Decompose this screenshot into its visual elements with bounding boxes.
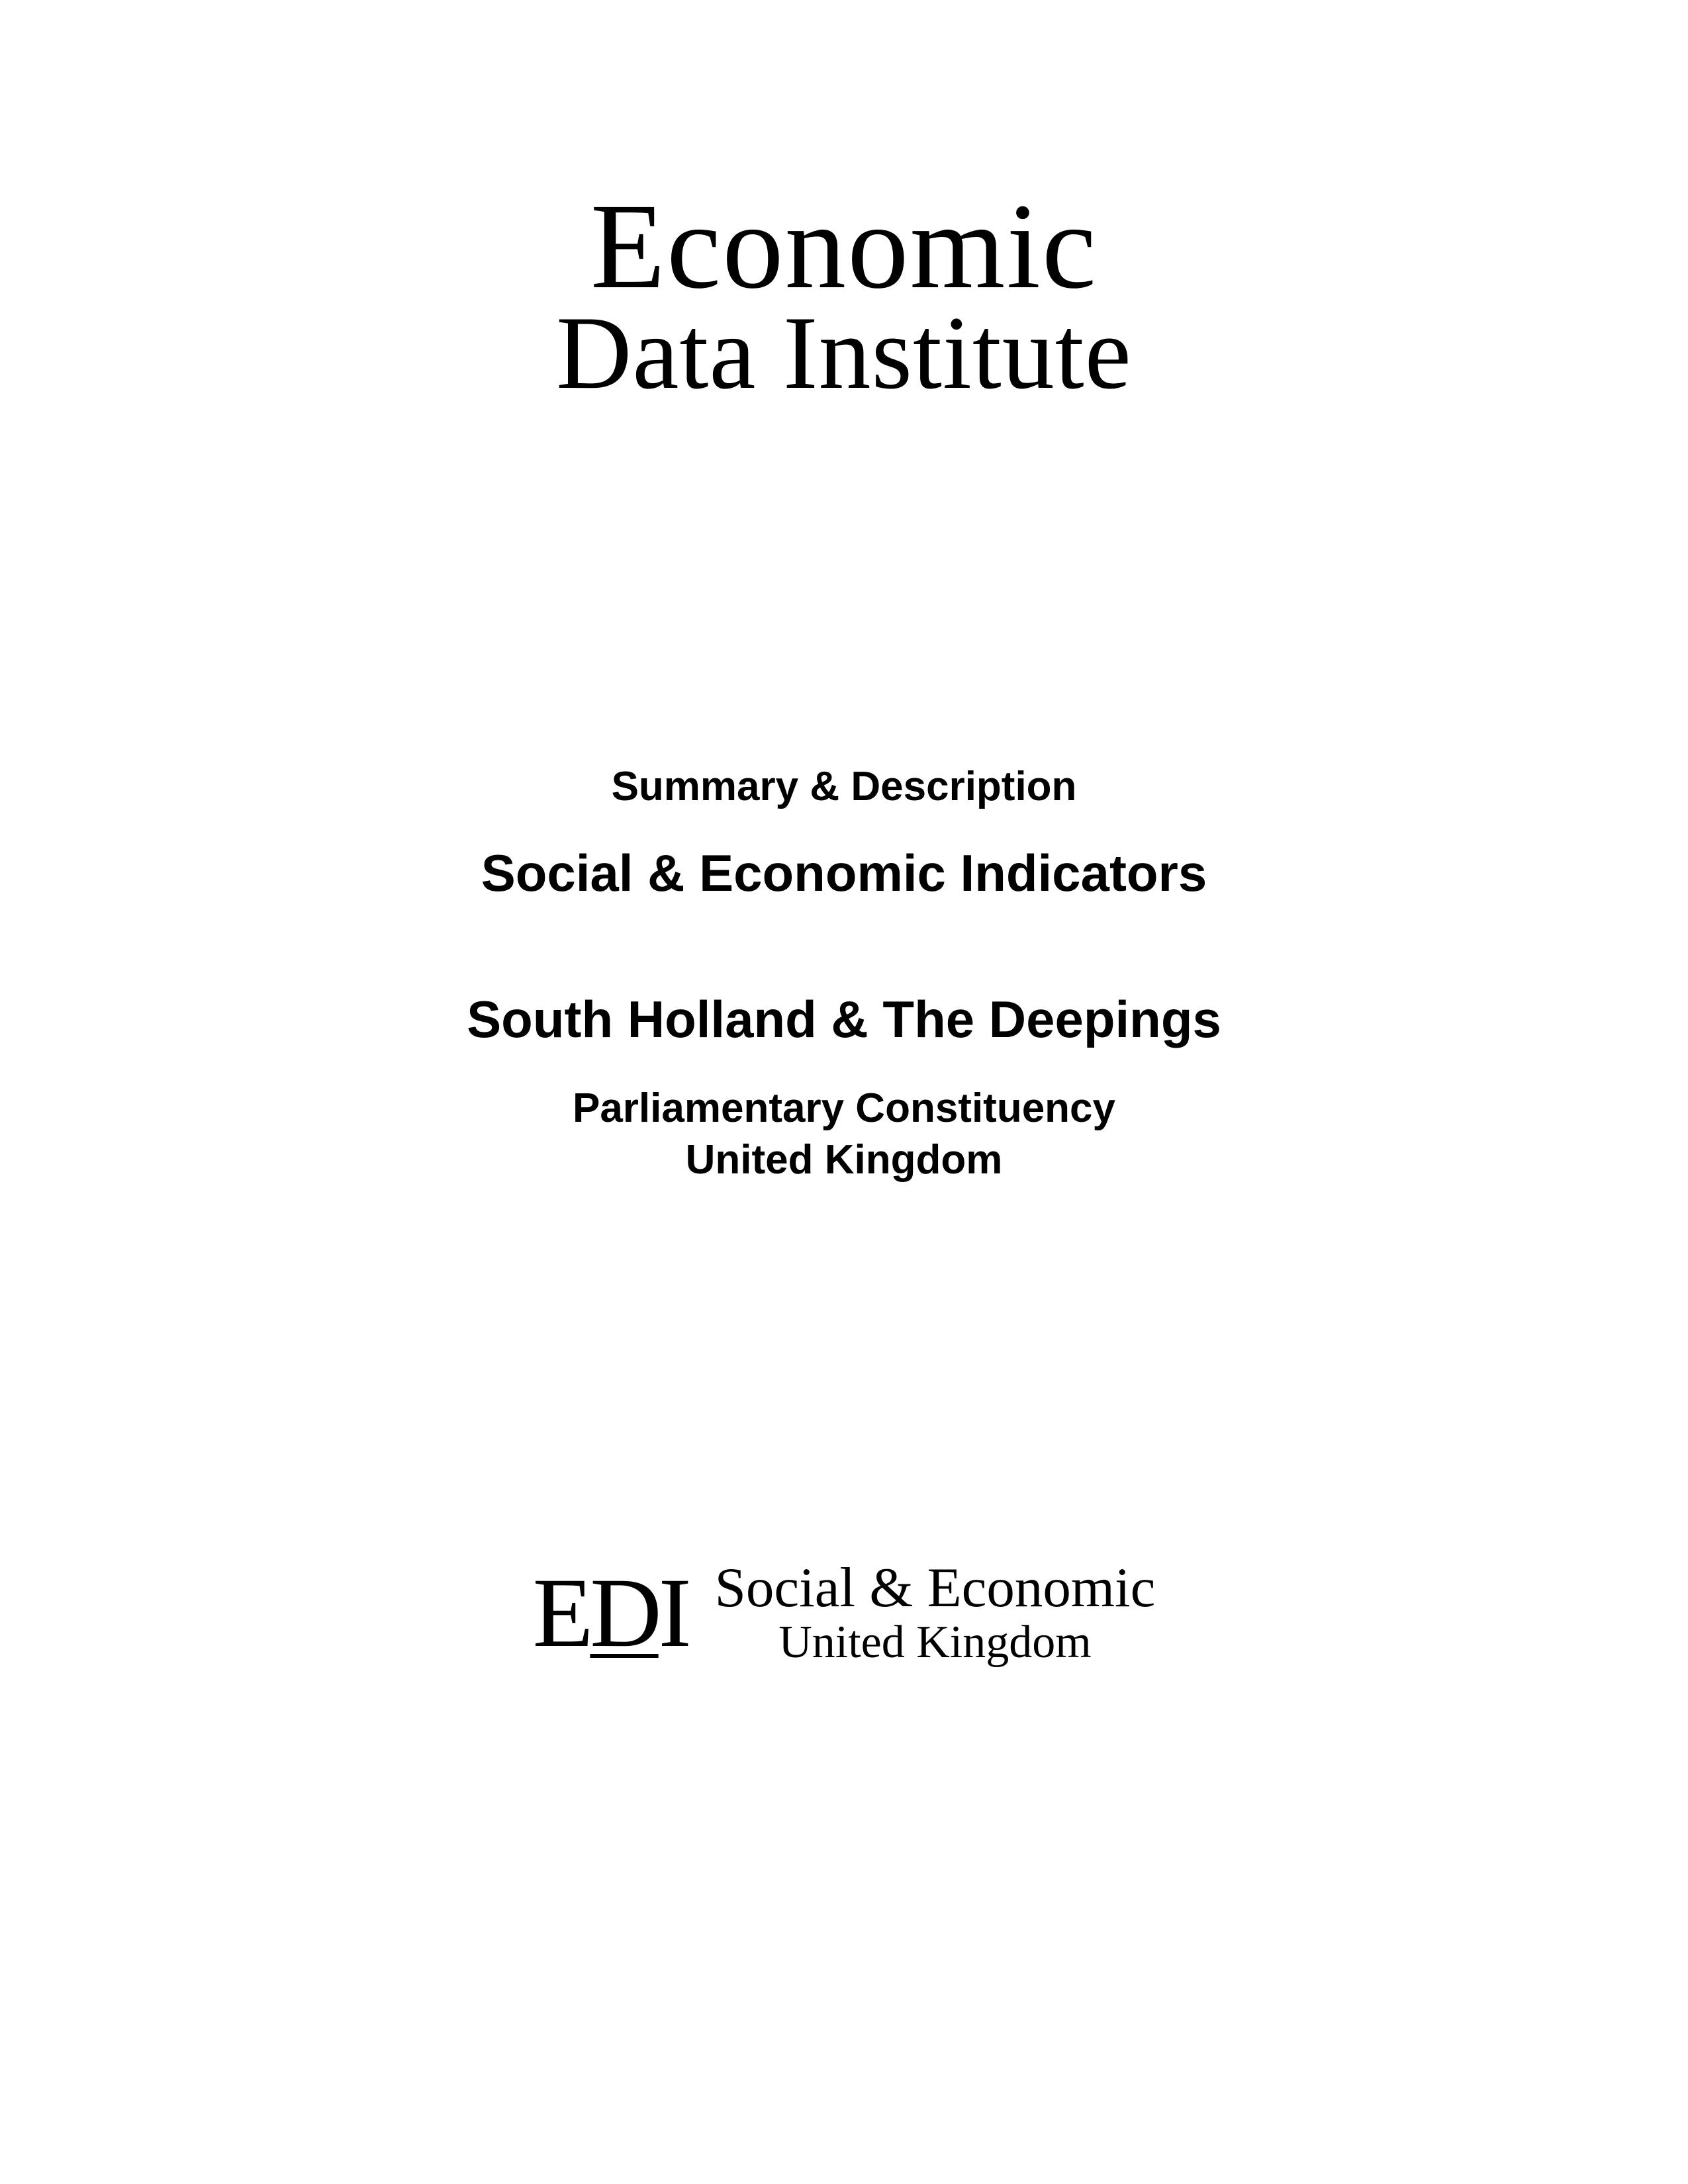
header-logo-line1: Economic <box>556 185 1132 308</box>
subtitle-line1: Parliamentary Constituency <box>467 1083 1221 1134</box>
footer-logo-line1: Social & Economic <box>715 1560 1156 1616</box>
subtitle-line2: United Kingdom <box>467 1134 1221 1186</box>
summary-label: Summary & Description <box>467 763 1221 810</box>
header-logo-line2: Data Institute <box>556 301 1132 406</box>
region-title: South Holland & The Deepings <box>467 989 1221 1050</box>
footer-logo-line2: United Kingdom <box>778 1619 1091 1666</box>
content-section: Summary & Description Social & Economic … <box>467 763 1221 1185</box>
header-logo: Economic Data Institute <box>556 185 1132 406</box>
footer-logo-text: Social & Economic United Kingdom <box>715 1560 1156 1666</box>
main-title: Social & Economic Indicators <box>467 843 1221 903</box>
document-page: Economic Data Institute Summary & Descri… <box>0 0 1688 2184</box>
footer-logo-abbreviation: EDI <box>533 1556 688 1670</box>
footer-logo: EDI Social & Economic United Kingdom <box>533 1556 1156 1670</box>
